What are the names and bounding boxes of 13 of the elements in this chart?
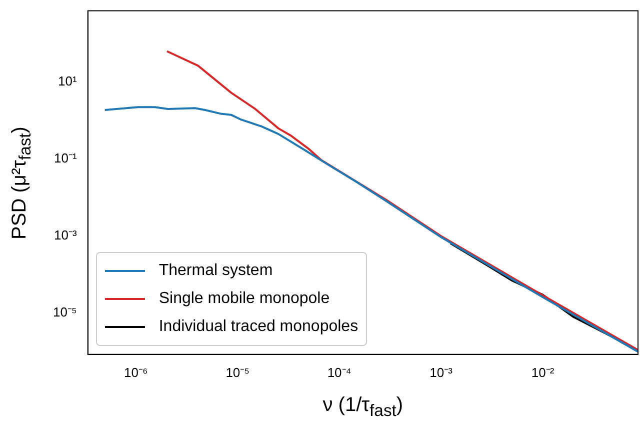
legend-label: Individual traced monopoles [158,318,358,336]
x-tick-label: 10⁻⁵ [226,364,250,380]
x-tick-label: 10⁻² [531,364,555,380]
legend-label: Single mobile monopole [158,290,330,308]
x-tick-label: 10⁻⁶ [124,364,148,380]
y-tick-label: 10⁻¹ [54,150,78,166]
x-tick-label: 10⁻⁴ [327,364,352,380]
x-tick-label: 10⁻³ [430,364,454,380]
y-tick-label: 10⁻³ [54,228,78,243]
x-axis-title: ν (1/τ$_{fast}$) [322,394,404,421]
legend-label: Thermal system [158,262,273,280]
y-tick-label: 10⁻⁵ [52,304,77,320]
y-tick-label: 10¹ [58,74,78,89]
